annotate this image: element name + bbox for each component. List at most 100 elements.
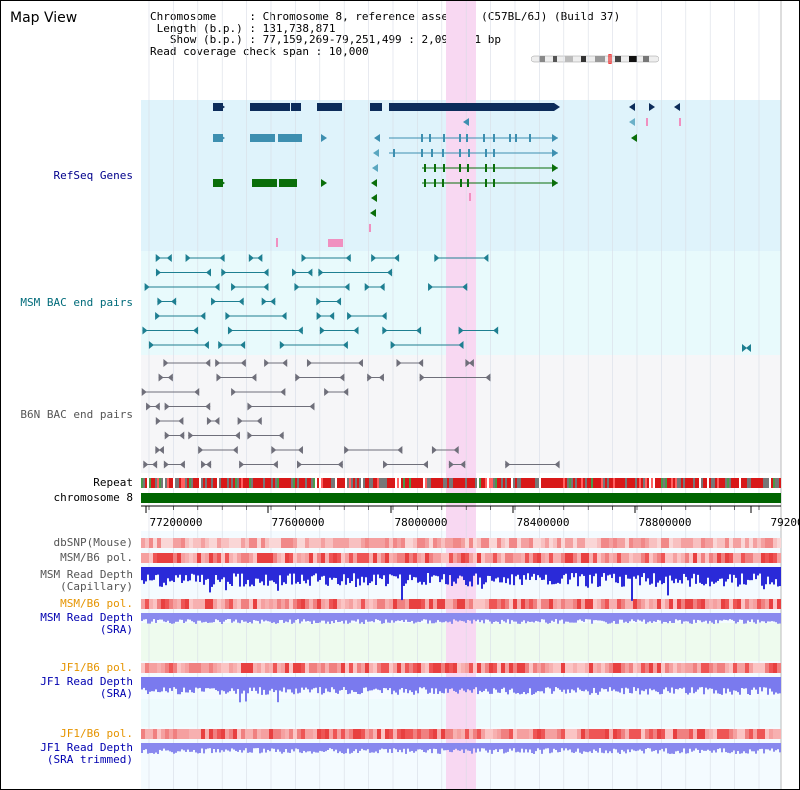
jf1-b6-pol-strip-2	[141, 729, 781, 739]
heat-cell	[749, 553, 753, 563]
depth-bar	[229, 613, 231, 620]
depth-bar	[197, 613, 199, 621]
heat-cell	[285, 553, 289, 563]
repeat-segment	[553, 478, 555, 488]
depth-bar	[181, 567, 183, 583]
heat-cell	[305, 663, 309, 673]
depth-bar	[733, 613, 735, 621]
repeat-segment	[499, 478, 501, 488]
depth-bar	[155, 677, 157, 690]
repeat-segment	[697, 478, 699, 488]
heat-cell	[169, 663, 173, 673]
depth-bar	[371, 677, 373, 691]
depth-bar	[315, 613, 317, 623]
heat-cell	[593, 599, 597, 609]
depth-bar	[145, 613, 147, 620]
heat-cell	[393, 553, 397, 563]
repeat-segment	[621, 478, 623, 488]
heat-cell	[453, 599, 457, 609]
bac-end	[431, 446, 437, 454]
depth-bar	[439, 567, 441, 583]
depth-bar	[355, 743, 357, 750]
heat-cell	[701, 538, 705, 548]
depth-bar	[503, 567, 505, 578]
heat-cell	[741, 599, 745, 609]
heat-cell	[229, 553, 233, 563]
depth-bar	[193, 677, 195, 693]
heat-cell	[561, 729, 565, 739]
depth-bar	[693, 613, 695, 620]
heat-cell	[293, 599, 297, 609]
heat-cell	[777, 663, 781, 673]
depth-bar	[299, 677, 301, 693]
depth-bar	[435, 743, 437, 750]
track-label-jf1-depth-sra-sub: (SRA)	[99, 687, 133, 700]
heat-cell	[277, 729, 281, 739]
depth-bar	[641, 613, 643, 622]
chromosome-ideogram[interactable]	[531, 54, 659, 64]
depth-bar	[759, 567, 761, 574]
repeat-segment	[223, 478, 225, 488]
depth-bar	[365, 567, 367, 578]
track-label-jf1-depth-sra: JF1 Read Depth	[40, 675, 133, 688]
depth-bar	[395, 567, 397, 577]
depth-bar	[173, 567, 175, 583]
heat-cell	[565, 663, 569, 673]
heat-cell	[325, 538, 329, 548]
bac-end	[279, 341, 285, 349]
depth-bar	[759, 677, 761, 688]
gene-strand-arrow	[552, 164, 558, 172]
gene-exon	[485, 149, 487, 157]
depth-bar	[283, 613, 285, 623]
heat-cell	[349, 538, 353, 548]
depth-bar	[299, 743, 301, 753]
depth-bar	[613, 677, 615, 690]
depth-bar	[463, 743, 465, 754]
length-label: Length (b.p.)	[156, 21, 243, 35]
depth-bar	[193, 567, 195, 575]
repeat-segment	[317, 478, 319, 488]
repeat-segment	[643, 478, 645, 488]
depth-bar	[611, 613, 613, 623]
gene-arrow	[629, 118, 635, 126]
depth-bar	[475, 677, 477, 688]
heat-cell	[437, 663, 441, 673]
heat-cell	[253, 553, 257, 563]
heat-cell	[437, 538, 441, 548]
heat-cell	[645, 663, 649, 673]
depth-bar	[727, 743, 729, 753]
heat-cell	[301, 553, 305, 563]
repeat-segment	[477, 478, 479, 488]
repeat-segment	[603, 478, 605, 488]
repeat-segment	[459, 478, 461, 488]
depth-bar	[705, 677, 707, 688]
heat-cell	[317, 729, 321, 739]
depth-bar	[261, 743, 263, 753]
heat-cell	[597, 553, 601, 563]
depth-bar	[291, 613, 293, 624]
gene-arrow	[373, 149, 379, 157]
depth-bar	[383, 677, 385, 689]
depth-bar	[437, 567, 439, 577]
heat-cell	[261, 729, 265, 739]
depth-bar	[473, 677, 475, 690]
heat-cell	[629, 663, 633, 673]
heat-cell	[337, 553, 341, 563]
depth-bar	[401, 677, 403, 688]
heat-cell	[433, 663, 437, 673]
repeat-segment	[667, 478, 669, 488]
heat-cell	[649, 553, 653, 563]
bac-end	[264, 359, 270, 367]
repeat-segment	[523, 478, 525, 488]
heat-cell	[289, 553, 293, 563]
heat-cell	[357, 538, 361, 548]
depth-bar	[589, 613, 591, 620]
bac-end	[434, 254, 440, 262]
depth-bar	[507, 567, 509, 579]
depth-bar	[263, 567, 265, 586]
depth-bar	[585, 677, 587, 690]
repeat-segment	[437, 478, 439, 488]
depth-bar	[429, 567, 431, 583]
depth-bar	[277, 677, 279, 703]
